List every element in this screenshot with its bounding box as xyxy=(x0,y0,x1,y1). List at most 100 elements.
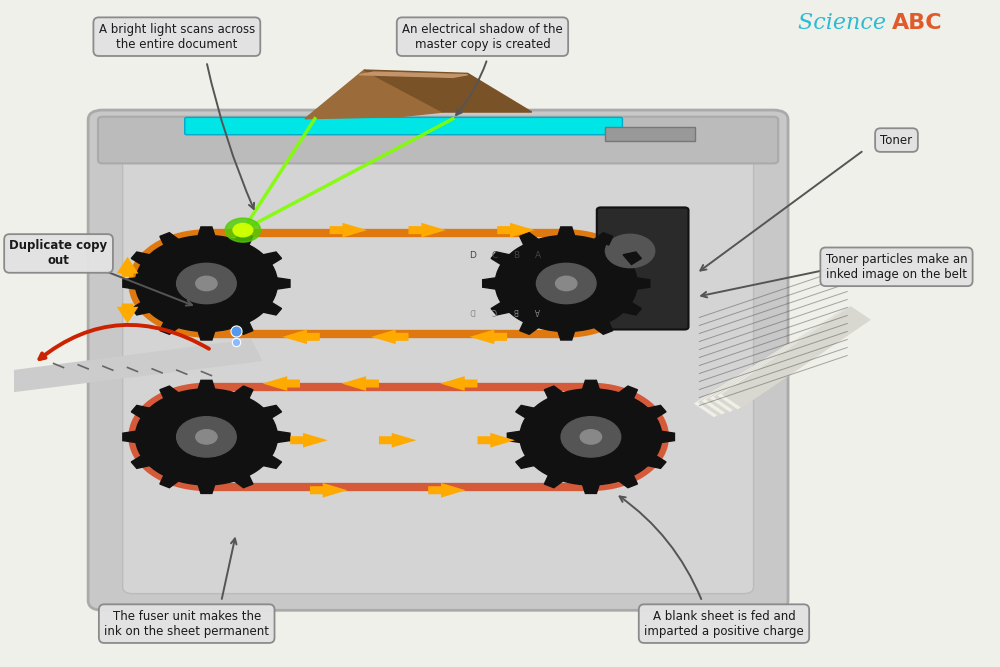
Polygon shape xyxy=(263,252,282,265)
FancyArrow shape xyxy=(341,376,379,391)
FancyArrow shape xyxy=(371,329,409,344)
Polygon shape xyxy=(619,386,637,398)
Polygon shape xyxy=(234,322,253,334)
FancyArrow shape xyxy=(282,329,320,344)
Polygon shape xyxy=(483,278,496,289)
Polygon shape xyxy=(131,252,150,265)
Polygon shape xyxy=(198,485,215,494)
Polygon shape xyxy=(234,233,253,245)
Text: A: A xyxy=(535,307,540,315)
Polygon shape xyxy=(520,322,538,334)
Polygon shape xyxy=(710,308,867,412)
FancyArrow shape xyxy=(379,433,416,448)
Circle shape xyxy=(177,263,236,303)
Polygon shape xyxy=(305,70,443,119)
Polygon shape xyxy=(263,302,282,315)
Circle shape xyxy=(520,389,662,485)
Polygon shape xyxy=(491,302,509,315)
Polygon shape xyxy=(558,227,575,235)
FancyArrow shape xyxy=(428,483,466,498)
Polygon shape xyxy=(131,456,150,468)
FancyArrow shape xyxy=(497,223,535,237)
Polygon shape xyxy=(583,485,599,494)
Polygon shape xyxy=(544,386,563,398)
FancyArrow shape xyxy=(409,223,446,237)
FancyArrow shape xyxy=(470,329,507,344)
Polygon shape xyxy=(160,386,178,398)
Polygon shape xyxy=(131,406,150,418)
Polygon shape xyxy=(491,252,509,265)
Text: A blank sheet is fed and
imparted a positive charge: A blank sheet is fed and imparted a posi… xyxy=(644,610,804,638)
Circle shape xyxy=(561,417,621,457)
Polygon shape xyxy=(722,306,870,408)
FancyBboxPatch shape xyxy=(88,110,788,610)
Polygon shape xyxy=(359,72,468,77)
Text: D: D xyxy=(470,307,476,315)
Circle shape xyxy=(580,430,602,444)
Polygon shape xyxy=(263,456,282,468)
Polygon shape xyxy=(648,456,666,468)
Polygon shape xyxy=(706,309,866,413)
Polygon shape xyxy=(698,309,863,416)
Polygon shape xyxy=(694,310,862,417)
Polygon shape xyxy=(198,331,215,340)
Text: An electrical shadow of the
master copy is created: An electrical shadow of the master copy … xyxy=(402,23,563,51)
FancyArrow shape xyxy=(290,433,328,448)
Text: C: C xyxy=(491,251,497,260)
Polygon shape xyxy=(520,233,538,245)
Polygon shape xyxy=(234,386,253,398)
Circle shape xyxy=(177,417,236,457)
Polygon shape xyxy=(160,233,178,245)
Polygon shape xyxy=(160,322,178,334)
Polygon shape xyxy=(718,307,869,409)
Text: Duplicate copy
out: Duplicate copy out xyxy=(9,239,108,267)
FancyBboxPatch shape xyxy=(597,207,688,329)
Polygon shape xyxy=(516,406,534,418)
Polygon shape xyxy=(516,456,534,468)
Polygon shape xyxy=(160,476,178,488)
FancyArrow shape xyxy=(117,257,138,277)
Text: A: A xyxy=(535,251,541,260)
Polygon shape xyxy=(263,406,282,418)
Circle shape xyxy=(135,235,277,331)
Circle shape xyxy=(495,235,637,331)
Polygon shape xyxy=(277,278,290,289)
Polygon shape xyxy=(131,302,150,315)
Polygon shape xyxy=(123,432,136,442)
Text: Science: Science xyxy=(798,13,893,34)
Polygon shape xyxy=(623,302,641,315)
FancyArrow shape xyxy=(117,303,138,323)
Circle shape xyxy=(605,234,655,267)
Text: ABC: ABC xyxy=(892,13,942,33)
Polygon shape xyxy=(277,432,290,442)
Text: D: D xyxy=(469,251,476,260)
Polygon shape xyxy=(637,278,650,289)
Polygon shape xyxy=(702,309,864,414)
FancyArrow shape xyxy=(310,483,347,498)
Polygon shape xyxy=(623,252,641,265)
Polygon shape xyxy=(594,233,613,245)
Polygon shape xyxy=(507,432,520,442)
FancyBboxPatch shape xyxy=(98,117,778,163)
FancyBboxPatch shape xyxy=(605,127,695,141)
Text: Toner: Toner xyxy=(880,133,913,147)
Polygon shape xyxy=(714,307,868,410)
FancyArrow shape xyxy=(478,433,515,448)
Polygon shape xyxy=(198,227,215,235)
Polygon shape xyxy=(558,331,575,340)
Polygon shape xyxy=(198,380,215,389)
Text: The fuser unit makes the
ink on the sheet permanent: The fuser unit makes the ink on the shee… xyxy=(104,610,269,638)
Text: A bright light scans across
the entire document: A bright light scans across the entire d… xyxy=(99,23,255,51)
FancyArrow shape xyxy=(440,376,478,391)
Circle shape xyxy=(233,223,253,237)
Polygon shape xyxy=(661,432,674,442)
Text: Toner particles make an
inked image on the belt: Toner particles make an inked image on t… xyxy=(826,253,967,281)
Text: B: B xyxy=(513,251,519,260)
Circle shape xyxy=(225,218,261,242)
Polygon shape xyxy=(234,476,253,488)
Text: C: C xyxy=(492,307,497,315)
Circle shape xyxy=(135,389,277,485)
Polygon shape xyxy=(619,476,637,488)
Circle shape xyxy=(196,430,217,444)
Polygon shape xyxy=(364,70,532,112)
